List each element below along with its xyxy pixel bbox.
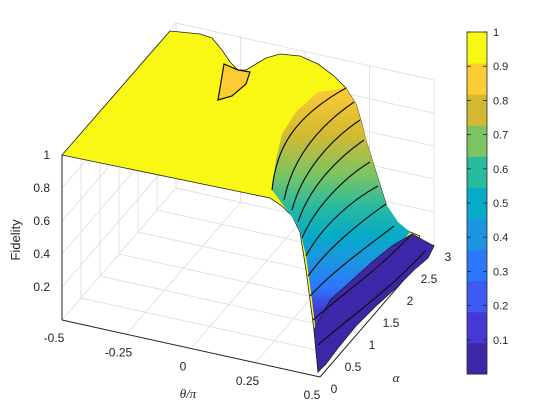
- colorbar-tick-label: 1: [493, 27, 499, 39]
- colorbar-band: [467, 156, 487, 188]
- contour-line: [301, 161, 371, 239]
- x-axis-line: [61, 319, 321, 378]
- colorbar-band: [467, 187, 487, 220]
- surface-plot: [61, 30, 435, 374]
- y-tick-label: 1: [369, 338, 376, 352]
- z-tick-label: 0.2: [33, 280, 50, 294]
- contour-line: [305, 185, 379, 257]
- colorbar-band: [467, 249, 487, 282]
- contour-line: [271, 87, 347, 191]
- surface-notch: [217, 63, 251, 101]
- y-tick-label: 0.5: [345, 360, 362, 374]
- surface-falloff: [272, 88, 410, 350]
- colorbar-band: [467, 32, 487, 64]
- contour-line: [317, 249, 427, 346]
- contour-line: [307, 203, 387, 277]
- colorbar-band: [467, 311, 487, 344]
- y-axis-label: α: [393, 370, 401, 385]
- contour-line: [291, 119, 361, 211]
- grid-line: [99, 111, 359, 334]
- contour-line: [309, 225, 395, 297]
- colorbar-tick-label: 0.5: [493, 198, 508, 210]
- x-tick-label: 0.5: [304, 388, 321, 402]
- colorbar-tick-label: 0.7: [493, 130, 508, 142]
- colorbar-tick-label: 0.3: [493, 266, 508, 278]
- y-tick-label: 2.5: [421, 272, 438, 286]
- z-tick-label: 0.6: [33, 214, 50, 228]
- z-tick-label: 0.8: [33, 181, 50, 195]
- y-tick-label: 1.5: [383, 316, 400, 330]
- contour-line: [283, 101, 355, 201]
- colorbar-tick-label: 0.1: [493, 335, 508, 347]
- colorbar-band: [467, 280, 487, 313]
- colorbar: 0.1 0.2 0.3 0.4 0.5 0.6 0.7 0.8 0.9 1: [466, 27, 508, 375]
- contour-line: [312, 235, 411, 321]
- y-tick-label: 2: [407, 294, 414, 308]
- colorbar-band: [467, 94, 487, 126]
- z-axis-label: Fidelity: [8, 219, 23, 261]
- colorbar-band: [467, 125, 487, 157]
- colorbar-band: [467, 63, 487, 95]
- z-tick-label: 1: [43, 148, 50, 162]
- colorbar-tick-label: 0.6: [493, 164, 508, 176]
- axis-ticks: -0.5 -0.25 0 0.25 0.5 0 0.5 1 1.5 2 2.5 3 0.2 0.4 0.6 0…: [33, 148, 451, 402]
- surface-floor: [313, 233, 435, 373]
- x-tick-label: 0.25: [236, 374, 260, 388]
- x-tick-label: 0: [180, 360, 187, 374]
- y-tick-label: 3: [445, 250, 452, 264]
- colorbar-tick-label: 0.4: [493, 232, 508, 244]
- colorbar-tick-label: 0.8: [493, 95, 508, 107]
- contour-line: [297, 139, 365, 223]
- colorbar-tick-label: 0.9: [493, 61, 508, 73]
- colorbar-tick-label: 0.2: [493, 301, 508, 313]
- colorbar-band: [467, 218, 487, 251]
- z-tick-label: 0.4: [33, 247, 50, 261]
- colorbar-band: [467, 342, 487, 375]
- x-axis-label: θ/π: [180, 386, 197, 401]
- grid-line: [80, 133, 340, 356]
- y-tick-label: 0: [331, 382, 338, 396]
- x-tick-label: -0.25: [105, 345, 133, 359]
- x-tick-label: -0.5: [44, 331, 65, 345]
